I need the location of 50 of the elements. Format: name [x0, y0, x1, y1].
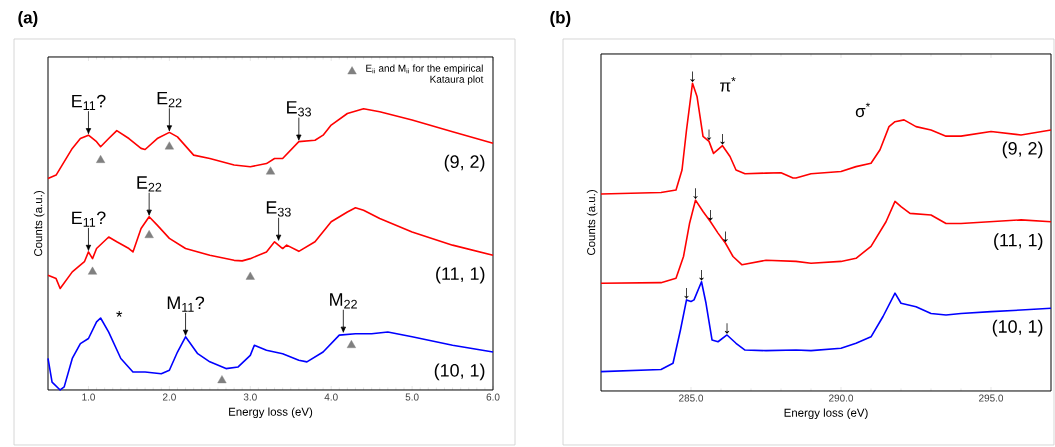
x-tick-label: 5.0 [405, 393, 419, 401]
annotation: σ$^{*}$ [855, 102, 871, 118]
x-tick-label: 6.0 [486, 393, 500, 401]
annotation: ↓ [720, 133, 725, 145]
point [87, 266, 98, 275]
annotation: π$^{*}$ [720, 77, 736, 92]
annotation: ↓ [699, 269, 704, 281]
annotation: * [116, 310, 123, 317]
series-label: (10, 1) [434, 363, 485, 381]
point [217, 375, 227, 384]
annotation: E$_{22}$ [137, 176, 162, 192]
annotation: ↓ [708, 209, 713, 221]
point [144, 230, 154, 238]
annotation: ↓ [684, 288, 689, 299]
x-tick-label: 290.0 [829, 394, 854, 402]
x-tick-label: 295.0 [979, 394, 1004, 402]
y-axis-title: Counts (a.u.) [33, 191, 45, 257]
x-tick-label: 4.0 [324, 393, 338, 401]
x-tick-label: 285.0 [679, 394, 704, 402]
series-label: (11, 1) [994, 233, 1043, 250]
point [164, 141, 174, 150]
annotation: E$_{33}$ [287, 101, 311, 117]
series-label: (9, 2) [444, 154, 485, 172]
chart-title: (a) [18, 11, 38, 27]
annotation: ↓ [723, 231, 728, 243]
series-label: (10, 1) [992, 319, 1043, 337]
annotation: E$_{33}$ [266, 201, 291, 217]
annotation: M$_{11}$? [167, 296, 205, 312]
point [96, 155, 106, 163]
annotation: E$_{11}$? [72, 94, 106, 110]
y-axis-title: Counts (a.u.) [586, 190, 598, 256]
point [346, 340, 356, 348]
annotation: ↓ [690, 71, 695, 83]
annotation: E$_{11}$? [72, 211, 106, 227]
annotation: ↓ [693, 188, 698, 199]
legend-label: E$_{ii}$ and M$_{ii}$ for the empirical Kataura plot [366, 64, 484, 85]
x-tick-label: 3.0 [243, 393, 257, 401]
point [265, 166, 276, 175]
point [245, 271, 255, 280]
x-tick-label: 1.0 [82, 393, 96, 401]
annotation: E$_{22}$ [157, 91, 182, 108]
annotation: ↓ [724, 323, 730, 334]
chart-title: (b) [550, 11, 571, 27]
series-label: (11, 1) [436, 266, 485, 284]
x-axis-title: Energy loss (eV) [784, 408, 868, 420]
series-label: (9, 2) [1002, 141, 1043, 159]
annotation: M$_{22}$ [330, 293, 357, 309]
x-tick-label: 2.0 [162, 393, 176, 401]
annotation: ↓ [706, 129, 712, 141]
x-axis-title: Energy loss (eV) [229, 407, 313, 419]
